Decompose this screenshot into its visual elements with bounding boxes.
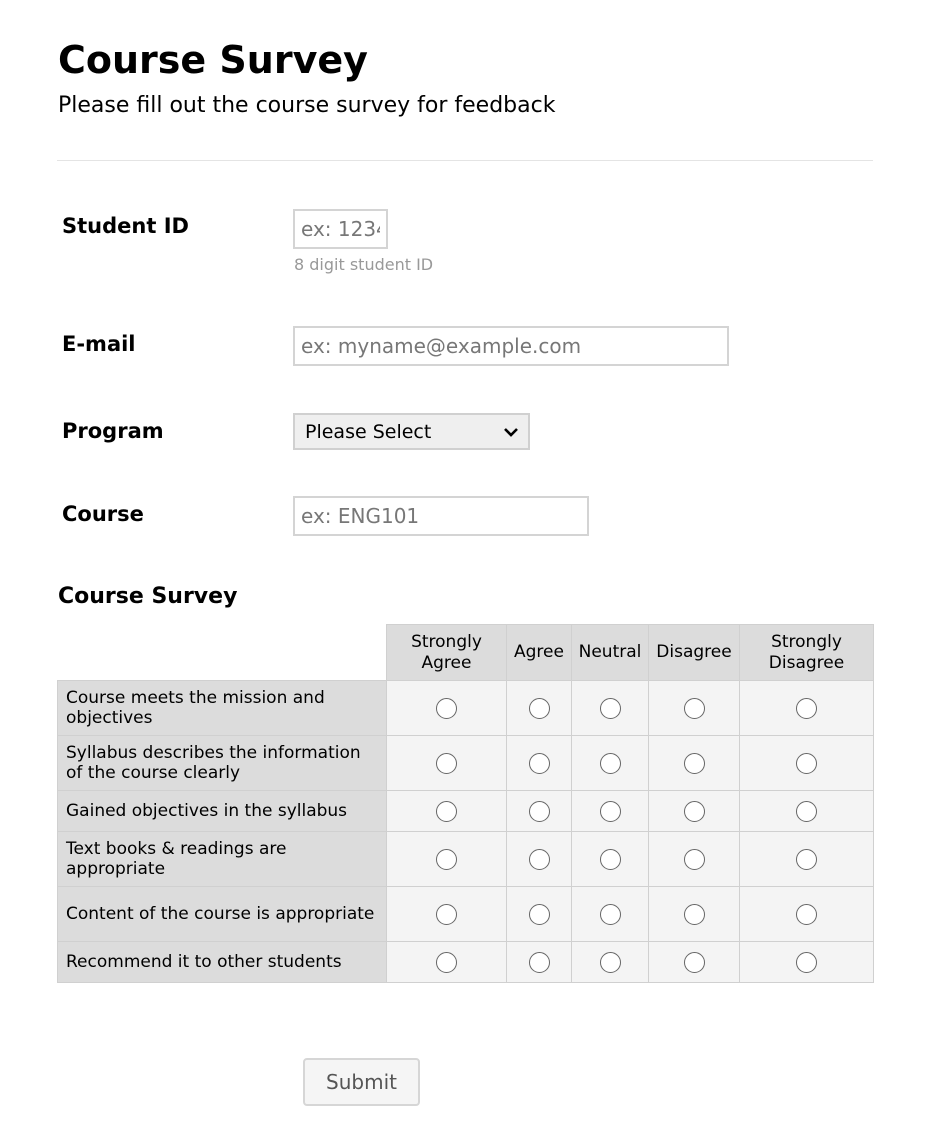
email-input[interactable] bbox=[293, 326, 729, 366]
student-id-label: Student ID bbox=[62, 214, 189, 238]
radio-cell bbox=[648, 831, 740, 887]
radio-button[interactable] bbox=[796, 951, 817, 973]
corner-cell bbox=[57, 624, 387, 681]
question-label: Gained objectives in the syllabus bbox=[57, 790, 387, 832]
radio-button[interactable] bbox=[796, 752, 817, 774]
survey-title: Course Survey bbox=[58, 584, 238, 609]
program-selected-value: Please Select bbox=[305, 420, 432, 443]
radio-cell bbox=[386, 790, 507, 832]
radio-cell bbox=[571, 735, 649, 791]
radio-button[interactable] bbox=[683, 800, 705, 822]
radio-cell bbox=[571, 886, 649, 942]
email-label: E-mail bbox=[62, 332, 136, 356]
course-input[interactable] bbox=[293, 496, 589, 536]
divider bbox=[57, 160, 873, 161]
radio-button[interactable] bbox=[599, 848, 621, 870]
radio-cell bbox=[648, 886, 740, 942]
question-label: Content of the course is appropriate bbox=[57, 886, 387, 942]
radio-button[interactable] bbox=[528, 903, 550, 925]
radio-cell bbox=[571, 941, 649, 983]
student-id-input[interactable] bbox=[293, 209, 388, 249]
radio-button[interactable] bbox=[436, 951, 457, 973]
radio-button[interactable] bbox=[528, 848, 550, 870]
page-subtitle: Please fill out the course survey for fe… bbox=[58, 93, 556, 118]
radio-button[interactable] bbox=[528, 800, 550, 822]
radio-button[interactable] bbox=[796, 903, 817, 925]
survey-matrix: Strongly Agree Agree Neutral Disagree St… bbox=[57, 624, 874, 983]
column-header: Disagree bbox=[648, 624, 740, 681]
column-header: Agree bbox=[506, 624, 572, 681]
question-label: Text books & readings are appropriate bbox=[57, 831, 387, 887]
submit-button[interactable]: Submit bbox=[303, 1058, 420, 1106]
radio-button[interactable] bbox=[528, 752, 550, 774]
radio-cell bbox=[571, 790, 649, 832]
radio-cell bbox=[571, 831, 649, 887]
radio-button[interactable] bbox=[796, 848, 817, 870]
radio-cell bbox=[648, 680, 740, 736]
question-label: Course meets the mission and objectives bbox=[57, 680, 387, 736]
survey-row: Course meets the mission and objectives bbox=[57, 680, 874, 736]
radio-cell bbox=[386, 886, 507, 942]
radio-button[interactable] bbox=[436, 697, 457, 719]
radio-cell bbox=[648, 790, 740, 832]
page-title: Course Survey bbox=[58, 38, 368, 82]
radio-cell bbox=[739, 790, 874, 832]
survey-row: Gained objectives in the syllabus bbox=[57, 790, 874, 832]
program-select[interactable]: Please Select bbox=[293, 413, 530, 450]
radio-cell bbox=[506, 941, 572, 983]
radio-cell bbox=[739, 735, 874, 791]
radio-cell bbox=[506, 831, 572, 887]
column-header: Strongly Agree bbox=[386, 624, 507, 681]
radio-button[interactable] bbox=[599, 752, 621, 774]
radio-button[interactable] bbox=[683, 752, 705, 774]
radio-cell bbox=[739, 680, 874, 736]
radio-cell bbox=[386, 831, 507, 887]
radio-cell bbox=[506, 790, 572, 832]
radio-button[interactable] bbox=[683, 903, 705, 925]
radio-cell bbox=[648, 941, 740, 983]
radio-button[interactable] bbox=[436, 848, 457, 870]
radio-cell bbox=[739, 831, 874, 887]
radio-button[interactable] bbox=[436, 903, 457, 925]
survey-row: Text books & readings are appropriate bbox=[57, 831, 874, 887]
program-label: Program bbox=[62, 419, 164, 443]
radio-button[interactable] bbox=[683, 848, 705, 870]
radio-button[interactable] bbox=[599, 800, 621, 822]
column-header: Neutral bbox=[571, 624, 649, 681]
radio-button[interactable] bbox=[796, 800, 817, 822]
radio-button[interactable] bbox=[683, 697, 705, 719]
question-label: Recommend it to other students bbox=[57, 941, 387, 983]
radio-button[interactable] bbox=[599, 697, 621, 719]
radio-button[interactable] bbox=[796, 697, 817, 719]
survey-row: Syllabus describes the information of th… bbox=[57, 735, 874, 791]
radio-button[interactable] bbox=[683, 951, 705, 973]
radio-button[interactable] bbox=[528, 697, 550, 719]
radio-cell bbox=[386, 680, 507, 736]
radio-button[interactable] bbox=[528, 951, 550, 973]
radio-cell bbox=[739, 886, 874, 942]
radio-cell bbox=[571, 680, 649, 736]
column-header: Strongly Disagree bbox=[739, 624, 874, 681]
survey-row: Content of the course is appropriate bbox=[57, 886, 874, 942]
survey-row: Recommend it to other students bbox=[57, 941, 874, 983]
radio-button[interactable] bbox=[436, 752, 457, 774]
course-label: Course bbox=[62, 502, 144, 526]
radio-cell bbox=[506, 735, 572, 791]
radio-button[interactable] bbox=[599, 903, 621, 925]
radio-cell bbox=[648, 735, 740, 791]
student-id-hint: 8 digit student ID bbox=[294, 255, 434, 274]
radio-cell bbox=[739, 941, 874, 983]
radio-cell bbox=[506, 680, 572, 736]
radio-button[interactable] bbox=[436, 800, 457, 822]
chevron-down-icon bbox=[504, 427, 518, 437]
radio-cell bbox=[506, 886, 572, 942]
radio-cell bbox=[386, 941, 507, 983]
radio-cell bbox=[386, 735, 507, 791]
radio-button[interactable] bbox=[599, 951, 621, 973]
question-label: Syllabus describes the information of th… bbox=[57, 735, 387, 791]
